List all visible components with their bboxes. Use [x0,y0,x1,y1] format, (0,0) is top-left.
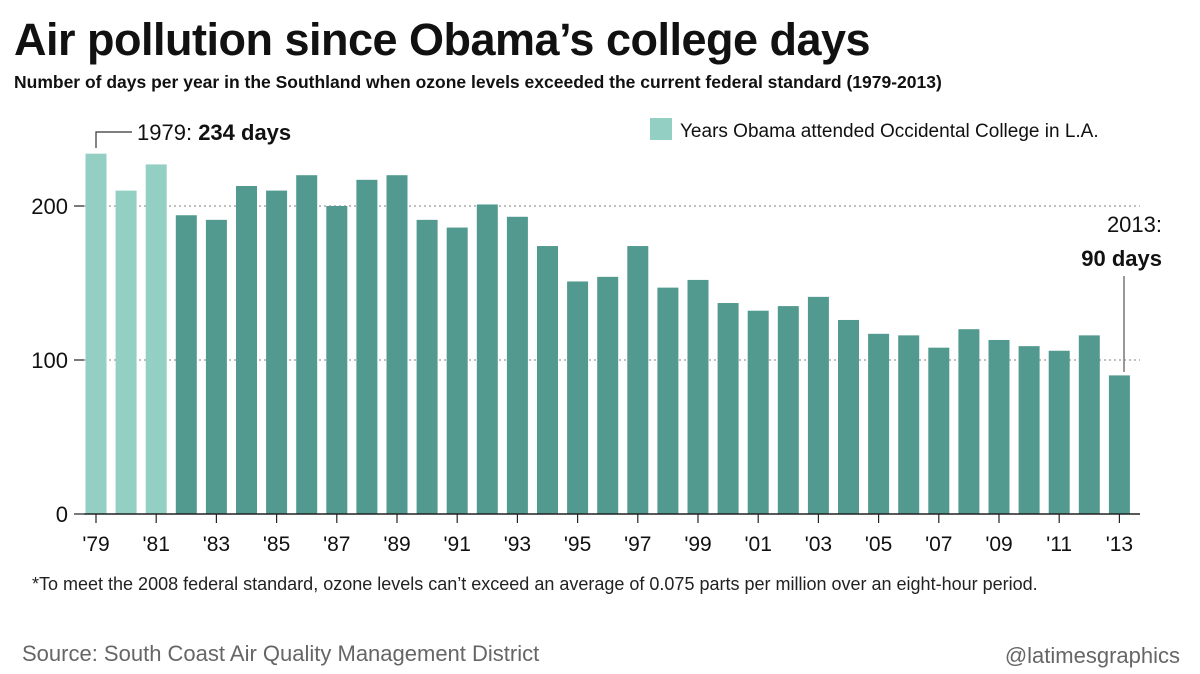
x-tick-label-5: '89 [383,533,410,556]
bar-2008 [958,329,980,514]
first-value-annotation: 1979: 234 days [137,120,291,145]
bar-2001 [747,310,769,514]
first-year-label: 1979: [137,120,192,145]
x-tick-label-15: '09 [985,533,1012,556]
bar-1982 [175,215,197,515]
footnote: *To meet the 2008 federal standard, ozon… [32,574,1038,594]
x-tick-label-3: '85 [263,533,290,556]
legend-swatch [650,118,672,140]
bar-2009 [988,339,1010,514]
bar-2011 [1048,350,1070,514]
x-tick-label-16: '11 [1046,533,1072,556]
axes-group: 0 100 200 '79 '81 '83 '85 '87 '89 '91 '93 '95 '97 '99… [31,194,1140,556]
y-tick-label-100: 100 [31,348,68,373]
bar-1997 [627,246,649,515]
bar-2012 [1078,335,1100,514]
x-tick-label-0: '79 [82,533,109,556]
source-line: Source: South Coast Air Quality Manageme… [22,641,540,666]
x-tick-label-9: '97 [624,533,651,556]
bar-2006 [898,335,920,514]
bar-2003 [807,296,829,514]
bar-1988 [356,179,378,514]
bar-1992 [476,204,498,514]
bar-1985 [266,190,288,514]
bar-2010 [1018,346,1040,514]
chart-subtitle: Number of days per year in the Southland… [14,72,942,92]
bar-1999 [687,279,709,514]
x-tick-label-4: '87 [323,533,350,556]
bar-1981 [145,164,167,515]
bar-1986 [296,175,318,514]
last-value-label: 90 days [1081,246,1162,271]
bar-1998 [657,287,679,514]
bar-2002 [777,306,799,514]
x-tick-label-7: '93 [504,533,531,556]
bar-1994 [537,246,558,515]
x-tick-label-14: '07 [925,533,952,556]
x-tick-label-6: '91 [444,533,471,556]
x-tick-label-12: '03 [805,533,832,556]
bar-1989 [386,175,408,514]
x-tick-label-11: '01 [745,533,772,556]
bar-1987 [326,206,348,514]
x-tick-label-1: '81 [143,533,170,556]
bar-2013 [1108,375,1130,514]
credit-line: @latimesgraphics [1004,643,1180,668]
x-tick-label-17: '13 [1106,533,1133,556]
y-tick-label-200: 200 [31,194,68,219]
bar-1984 [236,185,257,515]
bar-2004 [838,319,859,514]
bar-1979 [85,153,107,514]
bar-1990 [416,219,438,515]
y-tick-label-0: 0 [56,502,68,527]
legend-label: Years Obama attended Occidental College … [680,121,1099,142]
chart-title: Air pollution since Obama’s college days [14,14,871,65]
bar-1991 [446,227,468,514]
first-value-leader-line [95,131,132,148]
bar-1980 [115,190,137,514]
x-tick-label-13: '05 [865,533,892,556]
bar-1995 [567,281,589,514]
bar-1996 [597,276,619,514]
x-tick-label-8: '95 [564,533,591,556]
bar-1993 [506,216,528,514]
x-tick-label-10: '99 [684,533,711,556]
first-value-label: 234 days [198,120,291,145]
bar-2000 [717,303,739,514]
bar-2005 [868,333,890,514]
x-tick-label-2: '83 [203,533,230,556]
bar-2007 [928,347,950,514]
last-year-label: 2013: [1107,212,1162,237]
bars-group [85,153,1130,515]
bar-1983 [205,219,227,515]
